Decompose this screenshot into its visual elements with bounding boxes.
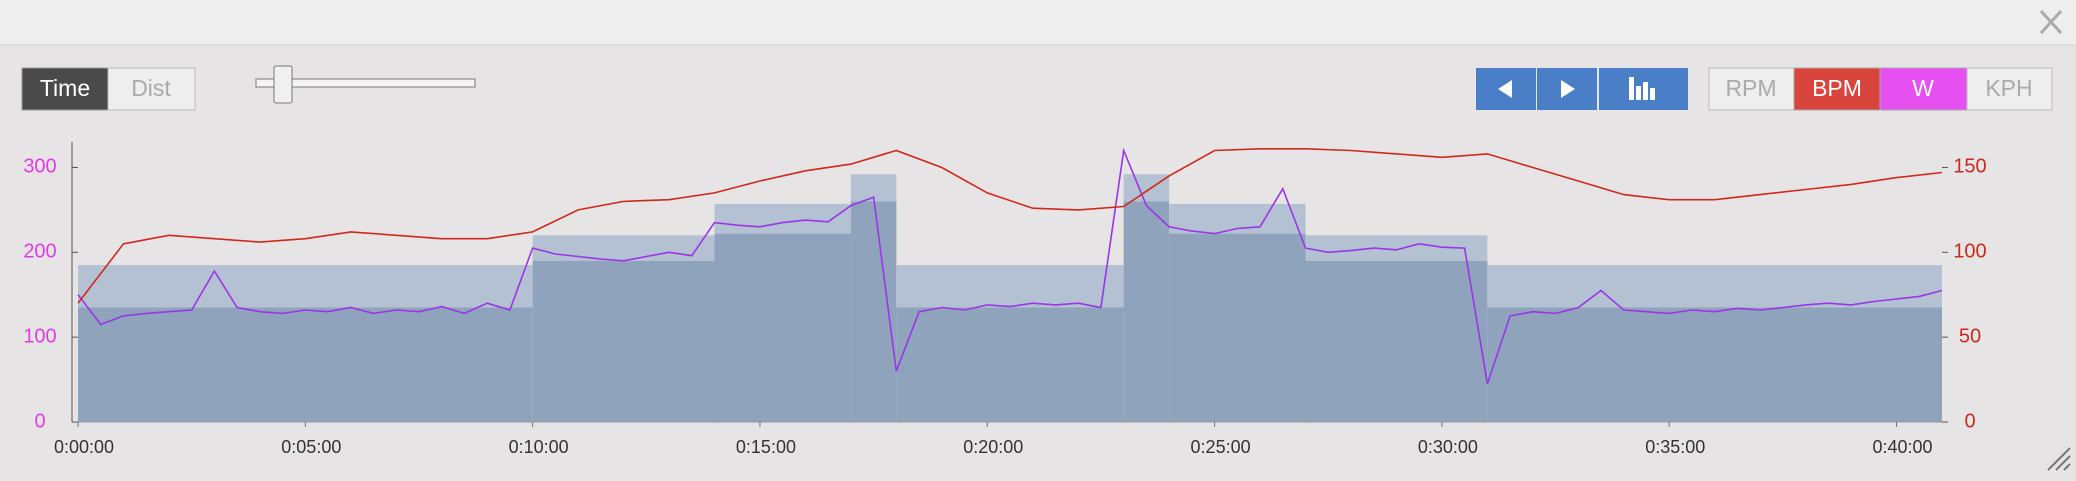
x-tick-label: 0:40:00	[1873, 437, 1933, 457]
dist-button[interactable]	[107, 67, 196, 111]
zone-band	[1123, 174, 1170, 202]
x-tick-label: 0:00:00	[54, 437, 114, 457]
time-button[interactable]	[21, 67, 109, 111]
y-tick-label: 0	[34, 410, 45, 432]
prev-icon	[1498, 80, 1512, 98]
resize-handle[interactable]	[2047, 447, 2071, 471]
zone-fill	[850, 201, 897, 422]
zone-band	[78, 265, 533, 308]
zoom-slider[interactable]	[255, 65, 476, 104]
zone-fill	[896, 307, 1124, 422]
x-tick-label: 0:35:00	[1645, 437, 1705, 457]
zone-fill	[714, 233, 851, 422]
y2-tick-label: 0	[1964, 410, 1975, 432]
zone-band	[1487, 265, 1942, 308]
y-tick-label: 200	[23, 241, 56, 263]
nav-buttons	[1476, 68, 1688, 110]
series-line	[77, 148, 1943, 304]
zone-fill	[1305, 260, 1488, 422]
x-tick-label: 0:30:00	[1418, 437, 1478, 457]
close-button[interactable]	[2039, 9, 2063, 35]
y2-tick-label: 150	[1953, 156, 1986, 178]
y-tick-label: 300	[23, 156, 56, 178]
zone-band	[896, 265, 1124, 308]
rpm-button[interactable]	[1708, 67, 1795, 111]
zone-band	[532, 235, 715, 261]
zone-band	[714, 203, 851, 234]
x-tick-label: 0:10:00	[509, 437, 569, 457]
x-tick-label: 0:05:00	[281, 437, 341, 457]
x-tick-label: 0:25:00	[1191, 437, 1251, 457]
y-tick-label: 100	[23, 325, 56, 347]
zone-fill	[1487, 307, 1942, 422]
mode-toggle: Time Dist	[21, 67, 196, 111]
dist-label: Dist	[131, 75, 171, 101]
series-line	[77, 147, 1943, 385]
zone-fill	[1169, 233, 1306, 422]
zone-fill	[78, 307, 533, 422]
kph-label: KPH	[1985, 75, 2032, 101]
chart: 0 100 200 300 0 50 100 150 0:00:00 0:05:00 0:10:00…	[23, 142, 1987, 457]
title-bar	[0, 0, 2076, 45]
zone-fill	[1123, 201, 1170, 422]
bars-icon	[1629, 77, 1655, 100]
next-icon	[1561, 80, 1575, 98]
bpm-label: BPM	[1812, 75, 1862, 101]
x-tick-label: 0:15:00	[736, 437, 796, 457]
zone-fill	[532, 260, 715, 422]
y2-tick-label: 100	[1953, 241, 1986, 263]
kph-button[interactable]	[1966, 67, 2053, 111]
x-tick-label: 0:20:00	[963, 437, 1023, 457]
rpm-label: RPM	[1725, 75, 1776, 101]
time-label: Time	[40, 75, 90, 101]
metric-toggles: RPM BPM W KPH	[1708, 67, 2053, 111]
w-label: W	[1912, 75, 1934, 101]
y2-tick-label: 50	[1959, 325, 1981, 347]
